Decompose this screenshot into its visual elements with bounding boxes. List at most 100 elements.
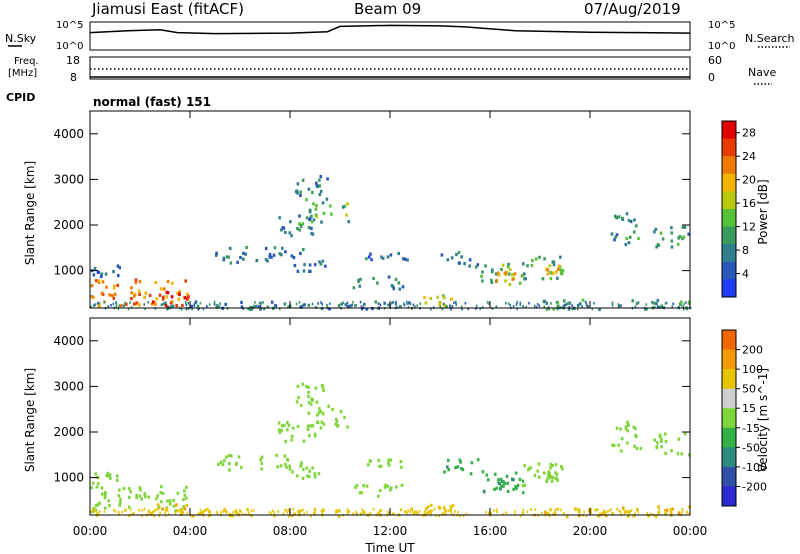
colorbar-tick-label: 4	[742, 268, 749, 281]
heatmap-cell	[519, 303, 522, 306]
heatmap-cell	[248, 307, 252, 312]
heatmap-cell	[308, 469, 311, 473]
heatmap-cell	[343, 415, 346, 419]
heatmap-cell	[290, 438, 293, 442]
heatmap-cell	[132, 294, 136, 298]
heatmap-cell	[115, 301, 117, 304]
heatmap-cell	[363, 510, 366, 514]
heatmap-cell	[271, 509, 274, 513]
heatmap-cell	[634, 426, 637, 431]
heatmap-cell	[277, 421, 281, 425]
heatmap-cell	[554, 508, 556, 512]
colorbar-tick-label: -200	[742, 480, 767, 493]
heatmap-cell	[556, 307, 559, 311]
heatmap-cell	[585, 302, 588, 306]
heatmap-cell	[295, 302, 298, 306]
heatmap-cell	[93, 266, 97, 271]
heatmap-cell	[135, 301, 139, 305]
heatmap-cell	[550, 479, 554, 483]
heatmap-cell	[442, 511, 445, 515]
heatmap-cell	[151, 300, 155, 304]
heatmap-cell	[225, 255, 229, 259]
heatmap-cell	[397, 281, 401, 285]
heatmap-cell	[529, 466, 532, 470]
heatmap-cell	[624, 242, 628, 247]
heatmap-cell	[206, 305, 208, 308]
heatmap-cell	[435, 514, 437, 517]
colorbar-swatch	[722, 447, 736, 468]
heatmap-cell	[400, 465, 403, 469]
heatmap-cell	[499, 485, 503, 489]
heatmap-cell	[563, 299, 566, 303]
colorbar-tick-label: -15	[742, 422, 760, 435]
heatmap-cell	[143, 295, 146, 299]
heatmap-cell	[96, 270, 100, 274]
heatmap-cell	[186, 297, 189, 301]
heatmap-cell	[144, 291, 148, 295]
heatmap-cell	[309, 402, 313, 406]
heatmap-cell	[367, 255, 371, 259]
x-tick-label: 04:00	[173, 524, 208, 538]
heatmap-cell	[300, 305, 303, 309]
heatmap-cell	[130, 291, 134, 295]
heatmap-cell	[307, 390, 310, 394]
heatmap-cell	[305, 198, 308, 202]
heatmap-cell	[549, 466, 552, 470]
heatmap-cell	[416, 304, 418, 307]
heatmap-cell	[315, 306, 318, 309]
heatmap-cell	[314, 386, 318, 390]
heatmap-cell	[299, 305, 301, 309]
heatmap-cell	[672, 302, 674, 306]
colorbar-tick-label: 12	[742, 221, 756, 234]
heatmap-cell	[538, 255, 541, 259]
heatmap-cell	[407, 306, 410, 309]
heatmap-cell	[131, 512, 134, 516]
heatmap-cell	[469, 472, 473, 476]
heatmap-cell	[663, 432, 667, 436]
heatmap-cell	[578, 302, 582, 306]
heatmap-cell	[154, 509, 156, 513]
heatmap-cell	[403, 302, 405, 305]
heatmap-cell	[108, 473, 112, 477]
heatmap-cell	[298, 512, 300, 515]
heatmap-cell	[92, 506, 96, 510]
heatmap-cell	[319, 409, 323, 414]
heatmap-cell	[306, 510, 308, 514]
heatmap-cell	[628, 510, 631, 514]
heatmap-cell	[526, 510, 529, 513]
heatmap-cell	[656, 441, 659, 445]
heatmap-cell	[677, 437, 681, 441]
heatmap-cell	[551, 476, 555, 480]
heatmap-cell	[426, 511, 428, 515]
heatmap-cell	[460, 467, 463, 471]
heatmap-cell	[502, 480, 505, 484]
heatmap-cell	[158, 514, 160, 518]
heatmap-cell	[250, 307, 253, 311]
heatmap-cell	[543, 510, 546, 513]
heatmap-cell	[99, 274, 103, 279]
heatmap-cell	[360, 307, 363, 311]
heatmap-cell	[165, 301, 167, 304]
heatmap-cell	[284, 439, 287, 444]
heatmap-cell	[303, 303, 306, 307]
heatmap-cell	[657, 243, 661, 247]
heatmap-cell	[296, 384, 300, 388]
heatmap-cell	[268, 255, 271, 259]
heatmap-cell	[549, 271, 552, 275]
heatmap-cell	[279, 464, 283, 468]
power-heatmap-cells	[90, 175, 692, 312]
heatmap-cell	[318, 184, 321, 188]
heatmap-cell	[292, 256, 296, 260]
heatmap-cell	[487, 302, 490, 305]
colorbar-swatch	[722, 330, 736, 351]
heatmap-cell	[406, 300, 408, 304]
heatmap-cell	[633, 515, 636, 518]
heatmap-cell	[634, 305, 637, 308]
heatmap-cell	[450, 507, 452, 511]
heatmap-cell	[657, 305, 660, 309]
heatmap-cell	[519, 301, 522, 305]
heatmap-cell	[445, 510, 447, 514]
heatmap-cell	[440, 253, 444, 257]
heatmap-cell	[631, 299, 635, 303]
heatmap-cell	[112, 286, 116, 290]
